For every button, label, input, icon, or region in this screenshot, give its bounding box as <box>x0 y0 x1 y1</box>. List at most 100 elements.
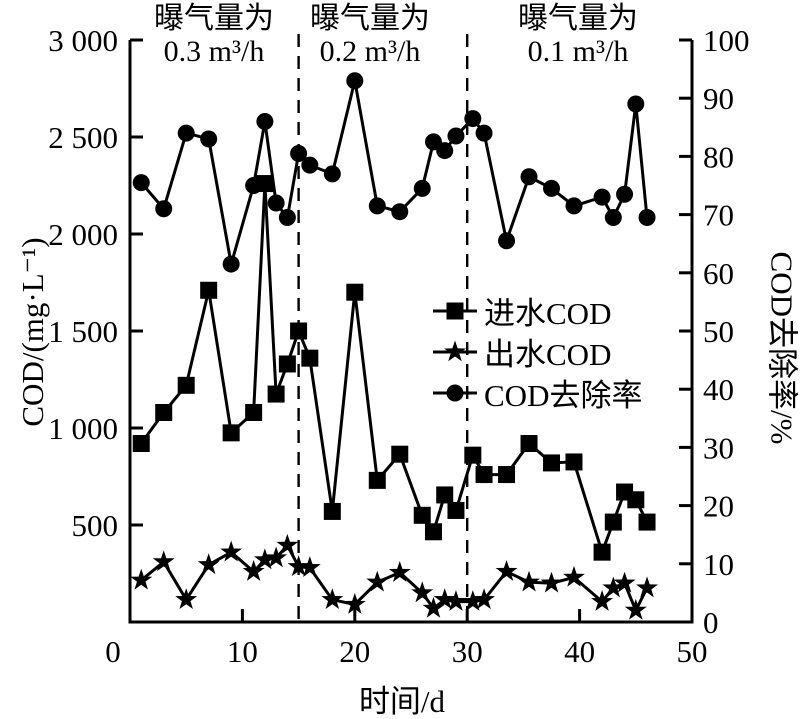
marker-effluent-cod <box>422 596 445 618</box>
y-right-tick-label: 50 <box>703 314 734 349</box>
marker-influent-cod <box>222 424 240 442</box>
marker-removal-rate <box>200 130 218 148</box>
phase-label-3: 曝气量为 0.1 m³/h <box>518 2 638 68</box>
marker-effluent-cod <box>411 581 434 603</box>
marker-influent-cod <box>565 453 583 471</box>
marker-removal-rate <box>391 203 409 221</box>
legend-glyph-removal-rate <box>446 384 464 401</box>
y-right-tick-label: 100 <box>703 23 750 58</box>
legend-item-removal-rate: COD去除率 <box>431 372 642 413</box>
y-right-tick-label: 10 <box>703 547 734 582</box>
marker-effluent-cod <box>591 590 614 611</box>
marker-effluent-cod <box>242 560 265 581</box>
legend-label-influent-cod: 进水COD <box>484 296 612 331</box>
marker-removal-rate <box>447 127 465 145</box>
marker-removal-rate <box>368 197 386 215</box>
y-right-tick-label: 20 <box>703 489 734 524</box>
phase-label-1: 曝气量为 0.3 m³/h <box>154 2 274 68</box>
marker-removal-rate <box>290 144 308 162</box>
marker-removal-rate <box>413 179 431 197</box>
legend-item-effluent-cod: 出水COD <box>431 331 642 372</box>
marker-influent-cod <box>543 454 560 472</box>
legend-glyph-effluent-cod <box>444 340 466 361</box>
y-left-tick-label: 1 000 <box>48 411 118 446</box>
marker-influent-cod <box>447 501 465 519</box>
marker-effluent-cod <box>473 588 495 609</box>
marker-removal-rate <box>256 112 274 130</box>
marker-effluent-cod <box>220 540 243 562</box>
phase-label-3-line1: 曝气量为 <box>518 2 638 35</box>
marker-effluent-cod <box>197 553 220 575</box>
marker-removal-rate <box>323 165 341 183</box>
legend-marker-star-icon <box>433 340 477 361</box>
marker-removal-rate <box>627 95 645 113</box>
marker-influent-cod <box>627 491 645 509</box>
x-tick-label: 0 <box>105 634 121 669</box>
marker-removal-rate <box>638 209 656 227</box>
marker-effluent-cod <box>445 590 467 611</box>
marker-influent-cod <box>245 403 263 421</box>
x-tick-label: 30 <box>452 634 483 669</box>
y-axis-title-right: COD去除率/% <box>764 251 800 445</box>
marker-removal-rate <box>604 209 622 227</box>
legend-label-effluent-cod: 出水COD <box>484 337 612 372</box>
marker-effluent-cod <box>540 571 563 593</box>
legend-marker-square-icon <box>433 302 477 319</box>
y-right-tick-label: 30 <box>703 430 734 465</box>
marker-effluent-cod <box>298 556 321 577</box>
marker-removal-rate <box>278 209 296 227</box>
marker-influent-cod <box>498 466 516 484</box>
marker-influent-cod <box>475 466 493 484</box>
marker-effluent-cod <box>461 590 484 611</box>
marker-removal-rate <box>301 156 319 174</box>
marker-removal-rate <box>132 174 150 192</box>
marker-influent-cod <box>267 385 285 403</box>
marker-influent-cod <box>155 403 173 421</box>
marker-effluent-cod <box>563 565 585 587</box>
marker-influent-cod <box>132 435 150 453</box>
marker-removal-rate <box>464 110 482 128</box>
phase-label-3-line2: 0.1 m³/h <box>527 35 629 68</box>
marker-removal-rate <box>222 255 240 273</box>
marker-effluent-cod <box>343 593 366 614</box>
marker-effluent-cod <box>287 555 310 577</box>
y-right-tick-label: 90 <box>703 81 734 116</box>
marker-influent-cod <box>520 435 538 453</box>
y-right-tick-label: 70 <box>703 198 734 233</box>
marker-effluent-cod <box>624 598 647 620</box>
y-left-tick-label: 1 500 <box>48 314 118 349</box>
marker-influent-cod <box>368 471 386 489</box>
marker-influent-cod <box>290 322 308 340</box>
y-axis-title-left: COD/(mg·L⁻¹) <box>15 237 50 427</box>
phase-label-2-line2: 0.2 m³/h <box>319 35 421 68</box>
marker-influent-cod <box>436 486 454 504</box>
marker-removal-rate <box>498 232 516 250</box>
marker-effluent-cod <box>636 576 658 598</box>
x-tick-label: 10 <box>227 634 258 669</box>
marker-influent-cod <box>391 445 409 463</box>
marker-removal-rate <box>267 194 285 212</box>
marker-influent-cod <box>604 513 622 531</box>
marker-influent-cod <box>200 281 218 299</box>
phase-label-2-line1: 曝气量为 <box>310 2 430 35</box>
marker-effluent-cod <box>602 576 625 598</box>
marker-influent-cod <box>346 283 364 301</box>
y-left-tick-label: 2 000 <box>48 217 118 252</box>
marker-influent-cod <box>464 446 482 464</box>
y-left-tick-label: 3 000 <box>48 23 118 58</box>
marker-removal-rate <box>346 72 364 90</box>
marker-effluent-cod <box>130 568 153 590</box>
x-tick-label: 50 <box>677 634 708 669</box>
marker-removal-rate <box>616 185 634 203</box>
marker-influent-cod <box>301 349 319 367</box>
phase-label-1-line2: 0.3 m³/h <box>163 35 265 68</box>
y-right-tick-label: 40 <box>703 372 734 407</box>
marker-removal-rate <box>155 200 173 218</box>
x-tick-label: 20 <box>339 634 370 669</box>
legend-glyph-influent-cod <box>446 302 464 319</box>
marker-effluent-cod <box>321 588 344 609</box>
y-right-tick-label: 80 <box>703 139 734 174</box>
marker-removal-rate <box>436 142 454 160</box>
marker-removal-rate <box>245 177 263 194</box>
legend: 进水COD 出水COD COD去除率 <box>431 290 642 413</box>
